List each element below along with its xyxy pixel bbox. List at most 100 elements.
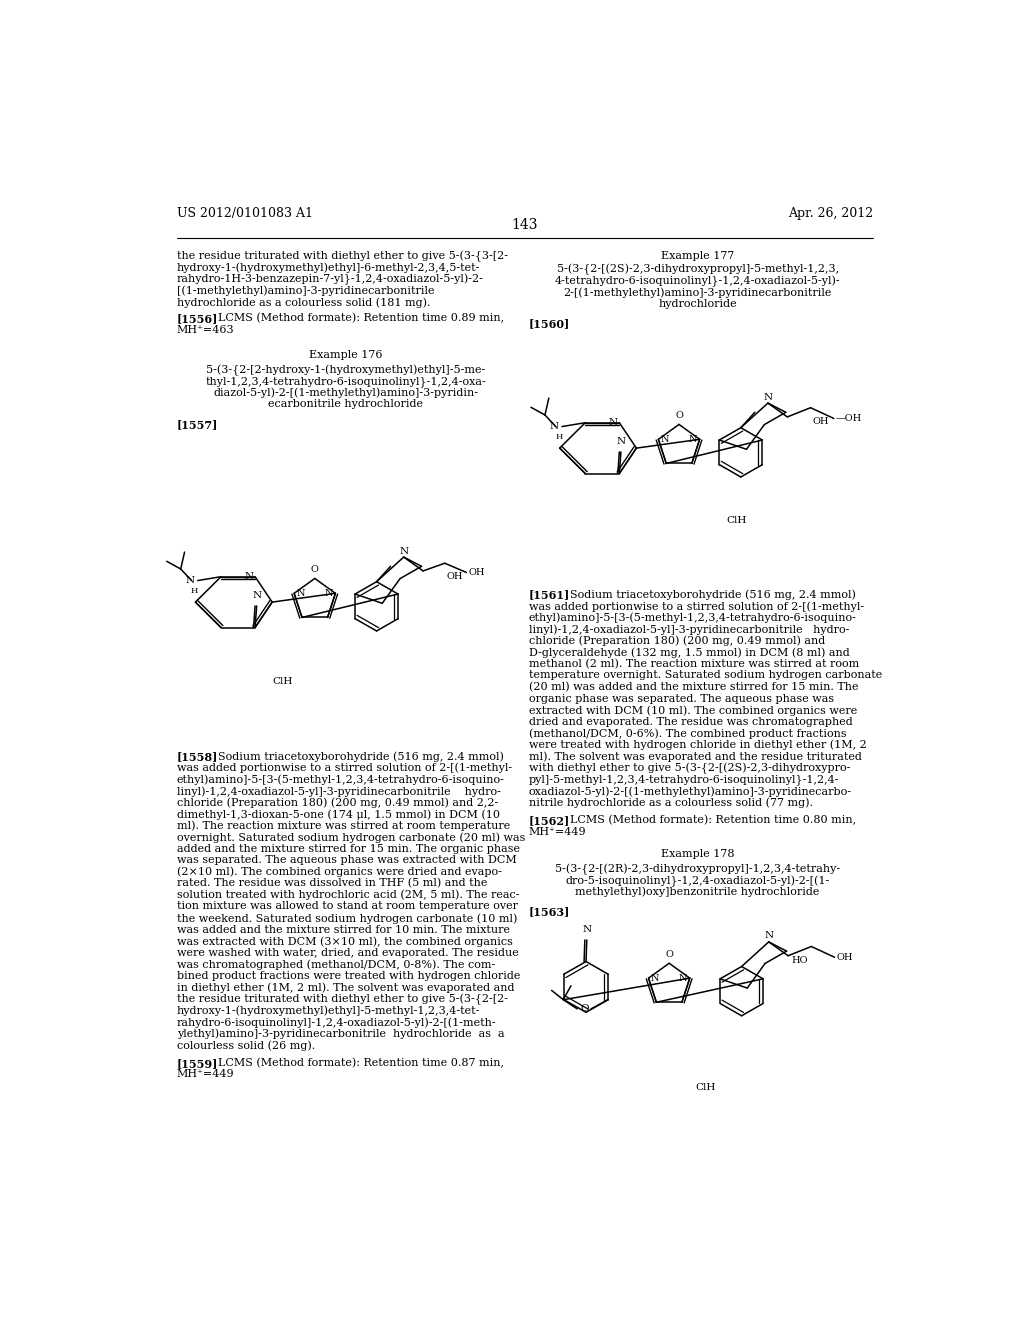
Text: ylethyl)amino]-3-pyridinecarbonitrile  hydrochloride  as  a: ylethyl)amino]-3-pyridinecarbonitrile hy…: [177, 1028, 505, 1039]
Text: chloride (Preparation 180) (200 mg, 0.49 mmol) and 2,2-: chloride (Preparation 180) (200 mg, 0.49…: [177, 797, 498, 808]
Text: hydroxy-1-(hydroxymethyl)ethyl]-5-methyl-1,2,3,4-tet-: hydroxy-1-(hydroxymethyl)ethyl]-5-methyl…: [177, 1006, 480, 1016]
Text: solution treated with hydrochloric acid (2M, 5 ml). The reac-: solution treated with hydrochloric acid …: [177, 890, 519, 900]
Text: N: N: [608, 418, 617, 428]
Text: the residue triturated with diethyl ether to give 5-(3-{2-[2-: the residue triturated with diethyl ethe…: [177, 994, 508, 1006]
Text: was separated. The aqueous phase was extracted with DCM: was separated. The aqueous phase was ext…: [177, 855, 516, 865]
Text: methanol (2 ml). The reaction mixture was stirred at room: methanol (2 ml). The reaction mixture wa…: [528, 659, 859, 669]
Text: (methanol/DCM, 0-6%). The combined product fractions: (methanol/DCM, 0-6%). The combined produ…: [528, 729, 846, 739]
Text: N: N: [764, 932, 773, 940]
Text: N: N: [764, 392, 772, 401]
Text: Example 177: Example 177: [660, 251, 734, 261]
Text: HO: HO: [791, 956, 808, 965]
Text: 5-(3-{2-[(2S)-2,3-dihydroxypropyl]-5-methyl-1,2,3,: 5-(3-{2-[(2S)-2,3-dihydroxypropyl]-5-met…: [557, 264, 839, 276]
Text: ClH: ClH: [726, 516, 746, 525]
Text: [1558]: [1558]: [177, 751, 218, 763]
Text: hydroxy-1-(hydroxymethyl)ethyl]-6-methyl-2,3,4,5-tet-: hydroxy-1-(hydroxymethyl)ethyl]-6-methyl…: [177, 263, 480, 273]
Text: 5-(3-{2-[(2R)-2,3-dihydroxypropyl]-1,2,3,4-tetrahy-: 5-(3-{2-[(2R)-2,3-dihydroxypropyl]-1,2,3…: [555, 863, 840, 875]
Text: O: O: [666, 949, 673, 958]
Text: N: N: [325, 589, 333, 598]
Text: was chromatographed (methanol/DCM, 0-8%). The com-: was chromatographed (methanol/DCM, 0-8%)…: [177, 960, 495, 970]
Text: —OH: —OH: [836, 414, 861, 422]
Text: organic phase was separated. The aqueous phase was: organic phase was separated. The aqueous…: [528, 693, 834, 704]
Text: diazol-5-yl)-2-[(1-methylethyl)amino]-3-pyridin-: diazol-5-yl)-2-[(1-methylethyl)amino]-3-…: [213, 388, 478, 399]
Text: N: N: [245, 572, 254, 581]
Text: [(1-methylethyl)amino]-3-pyridinecarbonitrile: [(1-methylethyl)amino]-3-pyridinecarboni…: [177, 285, 434, 296]
Text: 143: 143: [512, 218, 538, 232]
Text: [1563]: [1563]: [528, 906, 570, 917]
Text: ml). The reaction mixture was stirred at room temperature: ml). The reaction mixture was stirred at…: [177, 821, 510, 832]
Text: nitrile hydrochloride as a colourless solid (77 mg).: nitrile hydrochloride as a colourless so…: [528, 797, 813, 808]
Text: [1559]: [1559]: [177, 1057, 218, 1069]
Text: N: N: [689, 434, 697, 444]
Text: thyl-1,2,3,4-tetrahydro-6-isoquinolinyl}-1,2,4-oxa-: thyl-1,2,3,4-tetrahydro-6-isoquinolinyl}…: [206, 376, 486, 387]
Text: OH: OH: [446, 573, 463, 582]
Text: N: N: [660, 434, 670, 444]
Text: bined product fractions were treated with hydrogen chloride: bined product fractions were treated wit…: [177, 970, 520, 981]
Text: N: N: [399, 546, 409, 556]
Text: hydrochloride as a colourless solid (181 mg).: hydrochloride as a colourless solid (181…: [177, 297, 430, 308]
Text: MH⁺=449: MH⁺=449: [528, 826, 587, 837]
Text: H: H: [555, 433, 562, 441]
Text: MH⁺=449: MH⁺=449: [177, 1069, 234, 1080]
Text: O: O: [311, 565, 318, 574]
Text: [1556]: [1556]: [177, 313, 218, 325]
Text: were treated with hydrogen chloride in diethyl ether (1M, 2: were treated with hydrogen chloride in d…: [528, 739, 866, 750]
Text: 2-[(1-methylethyl)amino]-3-pyridinecarbonitrile: 2-[(1-methylethyl)amino]-3-pyridinecarbo…: [563, 286, 831, 297]
Text: dried and evaporated. The residue was chromatographed: dried and evaporated. The residue was ch…: [528, 717, 852, 726]
Text: Example 176: Example 176: [309, 350, 383, 360]
Text: N: N: [583, 925, 592, 933]
Text: [1562]: [1562]: [528, 816, 570, 826]
Text: D-glyceraldehyde (132 mg, 1.5 mmol) in DCM (8 ml) and: D-glyceraldehyde (132 mg, 1.5 mmol) in D…: [528, 647, 850, 657]
Text: Sodium triacetoxyborohydride (516 mg, 2.4 mmol): Sodium triacetoxyborohydride (516 mg, 2.…: [211, 751, 504, 762]
Text: OH: OH: [468, 568, 484, 577]
Text: 4-tetrahydro-6-isoquinolinyl}-1,2,4-oxadiazol-5-yl)-: 4-tetrahydro-6-isoquinolinyl}-1,2,4-oxad…: [555, 276, 841, 286]
Text: with diethyl ether to give 5-(3-{2-[(2S)-2,3-dihydroxypro-: with diethyl ether to give 5-(3-{2-[(2S)…: [528, 763, 850, 775]
Text: rahydro-6-isoquinolinyl]-1,2,4-oxadiazol-5-yl)-2-[(1-meth-: rahydro-6-isoquinolinyl]-1,2,4-oxadiazol…: [177, 1016, 497, 1027]
Text: was added and the mixture stirred for 10 min. The mixture: was added and the mixture stirred for 10…: [177, 924, 510, 935]
Text: (2×10 ml). The combined organics were dried and evapo-: (2×10 ml). The combined organics were dr…: [177, 867, 502, 878]
Text: [1560]: [1560]: [528, 318, 570, 329]
Text: US 2012/0101083 A1: US 2012/0101083 A1: [177, 207, 312, 220]
Text: ethyl)amino]-5-[3-(5-methyl-1,2,3,4-tetrahydro-6-isoquino-: ethyl)amino]-5-[3-(5-methyl-1,2,3,4-tetr…: [177, 775, 505, 785]
Text: the residue triturated with diethyl ether to give 5-(3-{3-[2-: the residue triturated with diethyl ethe…: [177, 251, 508, 263]
Text: H: H: [190, 586, 199, 595]
Text: O: O: [675, 411, 683, 420]
Text: oxadiazol-5-yl)-2-[(1-methylethyl)amino]-3-pyridinecarbо-: oxadiazol-5-yl)-2-[(1-methylethyl)amino]…: [528, 785, 852, 796]
Text: LCMS (Method formate): Retention time 0.89 min,: LCMS (Method formate): Retention time 0.…: [211, 313, 504, 323]
Text: OH: OH: [812, 417, 828, 426]
Text: N: N: [679, 974, 687, 982]
Text: ml). The solvent was evaporated and the residue triturated: ml). The solvent was evaporated and the …: [528, 751, 861, 762]
Text: ecarbonitrile hydrochloride: ecarbonitrile hydrochloride: [268, 400, 423, 409]
Text: N: N: [252, 591, 261, 599]
Text: colourless solid (26 mg).: colourless solid (26 mg).: [177, 1040, 315, 1051]
Text: dro-5-isoquinolinyl}-1,2,4-oxadiazol-5-yl)-2-[(1-: dro-5-isoquinolinyl}-1,2,4-oxadiazol-5-y…: [565, 875, 829, 887]
Text: linyl)-1,2,4-oxadiazol-5-yl]-3-pyridinecarbonitrile   hydro-: linyl)-1,2,4-oxadiazol-5-yl]-3-pyridinec…: [528, 624, 849, 635]
Text: methylethyl)oxy]benzonitrile hydrochloride: methylethyl)oxy]benzonitrile hydrochlori…: [575, 887, 820, 898]
Text: 5-(3-{2-[2-hydroxy-1-(hydroxymethyl)ethyl]-5-me-: 5-(3-{2-[2-hydroxy-1-(hydroxymethyl)ethy…: [206, 364, 485, 376]
Text: was added portionwise to a stirred solution of 2-[(1-methyl-: was added portionwise to a stirred solut…: [528, 601, 864, 611]
Text: OH: OH: [837, 953, 853, 962]
Text: [1557]: [1557]: [177, 418, 218, 430]
Text: ClH: ClH: [272, 677, 293, 686]
Text: temperature overnight. Saturated sodium hydrogen carbonate: temperature overnight. Saturated sodium …: [528, 671, 882, 680]
Text: the weekend. Saturated sodium hydrogen carbonate (10 ml): the weekend. Saturated sodium hydrogen c…: [177, 913, 517, 924]
Text: overnight. Saturated sodium hydrogen carbonate (20 ml) was: overnight. Saturated sodium hydrogen car…: [177, 832, 525, 842]
Text: N: N: [185, 576, 195, 585]
Text: ClH: ClH: [695, 1082, 716, 1092]
Text: Sodium triacetoxyborohydride (516 mg, 2.4 mmol): Sodium triacetoxyborohydride (516 mg, 2.…: [563, 590, 856, 601]
Text: MH⁺=463: MH⁺=463: [177, 325, 234, 335]
Text: Example 178: Example 178: [660, 849, 734, 859]
Text: chloride (Preparation 180) (200 mg, 0.49 mmol) and: chloride (Preparation 180) (200 mg, 0.49…: [528, 636, 825, 647]
Text: hydrochloride: hydrochloride: [658, 298, 737, 309]
Text: Apr. 26, 2012: Apr. 26, 2012: [787, 207, 872, 220]
Text: N: N: [297, 589, 305, 598]
Text: was added portionwise to a stirred solution of 2-[(1-methyl-: was added portionwise to a stirred solut…: [177, 763, 512, 774]
Text: N: N: [651, 974, 659, 982]
Text: added and the mixture stirred for 15 min. The organic phase: added and the mixture stirred for 15 min…: [177, 843, 520, 854]
Text: were washed with water, dried, and evaporated. The residue: were washed with water, dried, and evapo…: [177, 948, 518, 957]
Text: rahydro-1H-3-benzazepin-7-yl}-1,2,4-oxadiazol-5-yl)-2-: rahydro-1H-3-benzazepin-7-yl}-1,2,4-oxad…: [177, 275, 483, 285]
Text: ethyl)amino]-5-[3-(5-methyl-1,2,3,4-tetrahydro-6-isoquino-: ethyl)amino]-5-[3-(5-methyl-1,2,3,4-tetr…: [528, 612, 856, 623]
Text: N: N: [616, 437, 626, 446]
Text: rated. The residue was dissolved in THF (5 ml) and the: rated. The residue was dissolved in THF …: [177, 878, 487, 888]
Text: was extracted with DCM (3×10 ml), the combined organics: was extracted with DCM (3×10 ml), the co…: [177, 936, 513, 946]
